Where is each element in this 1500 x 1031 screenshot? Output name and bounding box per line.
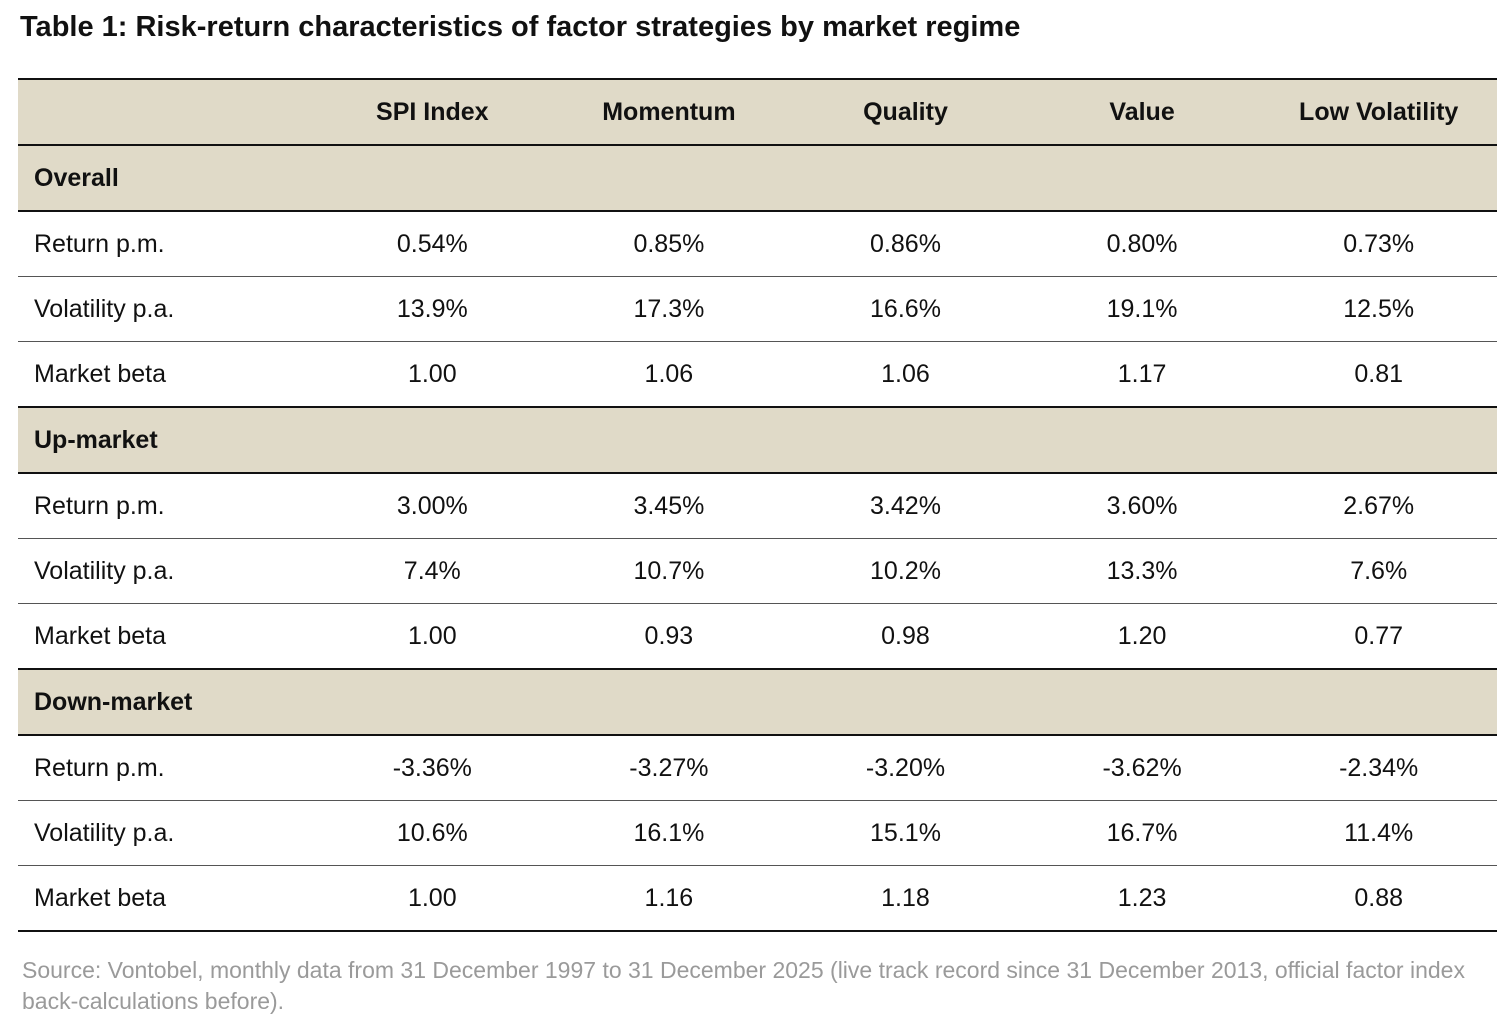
table-cell: -3.36% <box>314 735 551 801</box>
table-cell: 3.00% <box>314 473 551 539</box>
table-cell: 0.93 <box>550 603 788 670</box>
table-cell: 16.1% <box>550 800 788 866</box>
table-cell: -3.27% <box>550 735 788 801</box>
table-row: Market beta 1.00 1.06 1.06 1.17 0.81 <box>18 341 1497 408</box>
section-row: Up-market <box>18 407 1497 474</box>
table-cell: 3.45% <box>550 473 788 539</box>
source-note: Source: Vontobel, monthly data from 31 D… <box>22 957 1465 1014</box>
table-cell: 1.00 <box>314 865 551 932</box>
table-cell: 10.6% <box>314 800 551 866</box>
table-cell: 3.42% <box>787 473 1024 539</box>
table-cell: 1.00 <box>314 603 551 670</box>
table-cell: 13.3% <box>1023 538 1261 604</box>
table-cell: 16.7% <box>1023 800 1261 866</box>
table-row: Market beta 1.00 1.16 1.18 1.23 0.88 <box>18 865 1497 932</box>
row-label: Return p.m. <box>18 735 314 801</box>
column-header: Quality <box>787 79 1024 146</box>
table-cell: 1.06 <box>787 341 1024 408</box>
row-label: Return p.m. <box>18 473 314 539</box>
table-cell: 1.06 <box>550 341 788 408</box>
table-cell: 2.67% <box>1260 473 1497 539</box>
table-cell: 12.5% <box>1260 276 1497 342</box>
row-label: Volatility p.a. <box>18 538 314 604</box>
table-row: Return p.m. 0.54% 0.85% 0.86% 0.80% 0.73% <box>18 211 1497 277</box>
section-label: Up-market <box>18 407 1497 474</box>
table-cell: 0.88 <box>1260 865 1497 932</box>
table-cell: 0.54% <box>314 211 551 277</box>
row-label: Market beta <box>18 865 314 932</box>
table-cell: 1.23 <box>1023 865 1261 932</box>
column-header: SPI Index <box>314 79 551 146</box>
column-header <box>18 79 314 146</box>
row-label: Market beta <box>18 341 314 408</box>
table-cell: 13.9% <box>314 276 551 342</box>
table-cell: 0.86% <box>787 211 1024 277</box>
row-label: Volatility p.a. <box>18 276 314 342</box>
column-header: Value <box>1023 79 1261 146</box>
table-cell: 0.85% <box>550 211 788 277</box>
table-cell: -3.62% <box>1023 735 1261 801</box>
column-header: Low Volatility <box>1260 79 1497 146</box>
table-cell: 1.20 <box>1023 603 1261 670</box>
table-cell: -2.34% <box>1260 735 1497 801</box>
section-label: Overall <box>18 145 1497 212</box>
header-row: SPI Index Momentum Quality Value Low Vol… <box>18 79 1497 146</box>
table-cell: 1.16 <box>550 865 788 932</box>
table-row: Volatility p.a. 10.6% 16.1% 15.1% 16.7% 11.4% <box>18 800 1497 866</box>
row-label: Market beta <box>18 603 314 670</box>
table-title: Table 1: Risk-return characteristics of … <box>20 11 1021 43</box>
table-cell: 7.6% <box>1260 538 1497 604</box>
table-cell: 1.00 <box>314 341 551 408</box>
table-cell: 15.1% <box>787 800 1024 866</box>
table-row: Return p.m. -3.36% -3.27% -3.20% -3.62% -2.34… <box>18 735 1497 801</box>
table-cell: 19.1% <box>1023 276 1261 342</box>
risk-return-table: SPI Index Momentum Quality Value Low Vol… <box>18 78 1497 932</box>
table-cell: 0.77 <box>1260 603 1497 670</box>
section-row: Overall <box>18 145 1497 212</box>
table-cell: 10.7% <box>550 538 788 604</box>
table-cell: 11.4% <box>1260 800 1497 866</box>
table-row: Volatility p.a. 13.9% 17.3% 16.6% 19.1% 12.5% <box>18 276 1497 342</box>
table-cell: 0.80% <box>1023 211 1261 277</box>
table-cell: 1.18 <box>787 865 1024 932</box>
table-cell: 7.4% <box>314 538 551 604</box>
table-cell: -3.20% <box>787 735 1024 801</box>
table-cell: 0.73% <box>1260 211 1497 277</box>
table-cell: 1.17 <box>1023 341 1261 408</box>
table-cell: 16.6% <box>787 276 1024 342</box>
table-row: Volatility p.a. 7.4% 10.7% 10.2% 13.3% 7.6% <box>18 538 1497 604</box>
table-row: Return p.m. 3.00% 3.45% 3.42% 3.60% 2.67% <box>18 473 1497 539</box>
section-row: Down-market <box>18 669 1497 736</box>
table-cell: 17.3% <box>550 276 788 342</box>
table-cell: 0.98 <box>787 603 1024 670</box>
column-header: Momentum <box>550 79 788 146</box>
table-cell: 3.60% <box>1023 473 1261 539</box>
section-label: Down-market <box>18 669 1497 736</box>
row-label: Volatility p.a. <box>18 800 314 866</box>
table-row: Market beta 1.00 0.93 0.98 1.20 0.77 <box>18 603 1497 670</box>
row-label: Return p.m. <box>18 211 314 277</box>
table-cell: 10.2% <box>787 538 1024 604</box>
table-cell: 0.81 <box>1260 341 1497 408</box>
